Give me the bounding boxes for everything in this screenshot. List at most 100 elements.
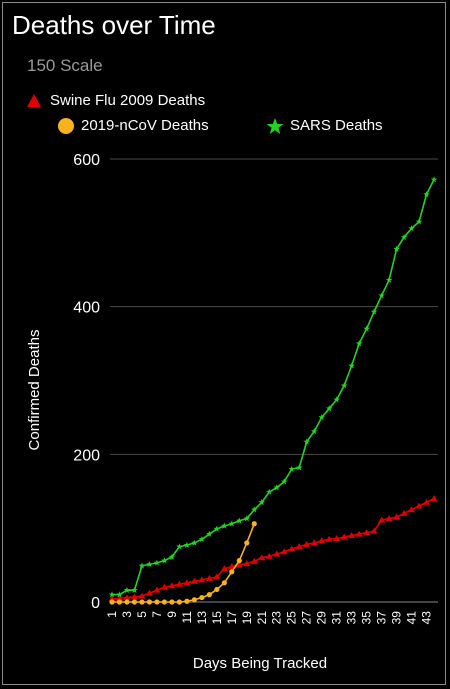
data-point-sars xyxy=(423,191,430,198)
data-point-swine xyxy=(220,565,228,572)
data-point-swine xyxy=(115,594,123,601)
data-point-sars xyxy=(206,530,213,537)
data-point-sars xyxy=(258,498,265,506)
data-point-ncov xyxy=(124,599,130,605)
data-point-swine xyxy=(430,495,438,502)
data-point-swine xyxy=(168,582,176,589)
data-point-sars xyxy=(266,488,273,495)
data-point-sars xyxy=(393,245,400,252)
x-tick-label: 19 xyxy=(240,611,254,625)
x-tick-label: 29 xyxy=(315,611,329,625)
data-point-sars xyxy=(340,382,348,389)
data-point-swine xyxy=(393,513,401,520)
data-point-swine xyxy=(378,516,386,523)
legend-label-sars: SARS Deaths xyxy=(290,117,383,134)
data-point-sars xyxy=(400,233,408,241)
data-point-swine xyxy=(183,579,191,586)
data-point-swine xyxy=(295,543,303,550)
data-point-swine xyxy=(363,529,371,536)
data-point-swine xyxy=(333,535,341,542)
data-point-sars xyxy=(325,405,333,412)
data-point-ncov xyxy=(169,599,175,605)
data-point-sars xyxy=(370,308,378,315)
data-point-swine xyxy=(423,498,431,505)
chart-subtitle: 150 Scale xyxy=(27,56,103,75)
star-icon xyxy=(266,118,284,134)
x-tick-label: 9 xyxy=(165,611,179,618)
x-tick-label: 27 xyxy=(300,611,314,625)
data-point-swine xyxy=(213,573,221,580)
x-tick-label: 41 xyxy=(405,611,419,625)
x-tick-label: 21 xyxy=(255,611,269,625)
series-sars xyxy=(108,176,438,598)
data-point-swine xyxy=(258,554,266,561)
data-point-sars xyxy=(228,520,236,527)
data-point-sars xyxy=(123,586,131,593)
data-point-swine xyxy=(265,552,273,559)
data-point-sars xyxy=(295,464,303,471)
data-point-swine xyxy=(340,533,348,540)
data-point-swine xyxy=(385,515,393,522)
data-point-ncov xyxy=(154,599,160,605)
x-tick-label: 13 xyxy=(195,611,209,625)
data-point-swine xyxy=(400,509,408,516)
data-point-ncov xyxy=(109,599,115,605)
y-axis-label: Confirmed Deaths xyxy=(26,330,43,451)
data-point-sars xyxy=(198,535,206,542)
circle-icon xyxy=(58,118,74,134)
series-ncov xyxy=(109,521,257,605)
x-tick-label: 7 xyxy=(150,611,164,618)
data-point-swine xyxy=(415,502,423,509)
y-tick-label: 600 xyxy=(73,152,100,169)
data-point-sars xyxy=(138,562,146,569)
data-point-sars xyxy=(303,438,310,445)
data-point-sars xyxy=(378,292,385,299)
data-point-sars xyxy=(146,560,153,568)
data-point-sars xyxy=(415,218,423,225)
data-point-ncov xyxy=(139,599,145,605)
x-axis-label: Days Being Tracked xyxy=(193,655,327,672)
data-point-ncov xyxy=(191,597,197,603)
data-point-sars xyxy=(348,362,355,369)
data-point-swine xyxy=(130,593,138,600)
data-point-swine xyxy=(243,560,251,567)
data-point-swine xyxy=(348,532,356,539)
data-point-ncov xyxy=(236,558,242,564)
data-point-swine xyxy=(288,545,296,552)
data-point-swine xyxy=(325,535,333,542)
data-point-sars xyxy=(333,396,340,403)
y-tick-label: 0 xyxy=(91,595,100,612)
data-point-ncov xyxy=(244,540,250,546)
data-point-ncov xyxy=(251,521,257,527)
data-point-ncov xyxy=(176,599,182,605)
data-point-sars xyxy=(131,586,138,593)
data-point-sars xyxy=(281,478,288,485)
triangle-icon xyxy=(27,94,41,107)
data-point-swine xyxy=(318,537,326,544)
data-point-swine xyxy=(138,592,146,599)
x-tick-label: 37 xyxy=(375,611,389,625)
data-point-sars xyxy=(108,591,116,598)
x-tick-label: 15 xyxy=(210,611,224,625)
x-tick-label: 11 xyxy=(180,611,194,624)
data-point-swine xyxy=(205,574,213,581)
data-point-ncov xyxy=(199,594,205,601)
data-point-sars xyxy=(288,465,295,472)
data-point-swine xyxy=(408,506,416,513)
data-point-sars xyxy=(168,553,176,560)
data-point-ncov xyxy=(131,599,138,605)
data-point-sars xyxy=(221,522,228,529)
data-point-sars xyxy=(251,506,258,513)
data-point-sars xyxy=(176,543,183,550)
series-swine xyxy=(108,495,438,602)
x-tick-label: 39 xyxy=(390,611,404,625)
data-point-sars xyxy=(116,591,123,598)
data-point-sars xyxy=(183,541,191,548)
y-tick-label: 200 xyxy=(73,447,100,464)
data-point-swine xyxy=(175,580,183,587)
data-point-swine xyxy=(228,563,236,570)
data-point-sars xyxy=(310,428,318,435)
data-point-swine xyxy=(370,527,378,534)
x-tick-label: 5 xyxy=(135,611,149,618)
data-point-sars xyxy=(363,325,370,332)
